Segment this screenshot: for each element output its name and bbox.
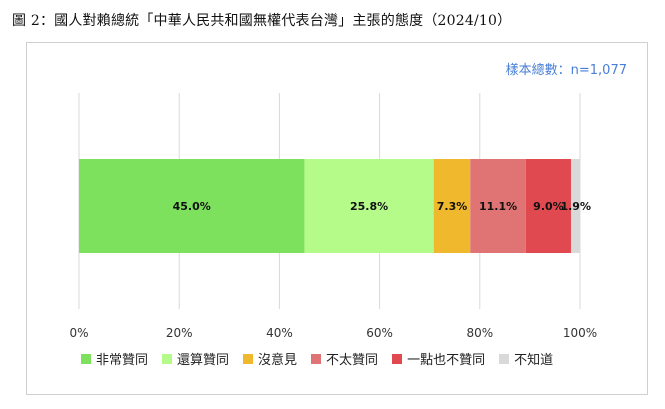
- legend-swatch: [81, 353, 91, 364]
- legend-item: 沒意見: [243, 349, 297, 368]
- legend-swatch: [243, 353, 254, 364]
- legend-item: 非常贊同: [81, 349, 148, 368]
- bar-segment: [79, 159, 305, 253]
- legend-swatch: [162, 353, 173, 364]
- data-label: 11.1%: [479, 200, 517, 213]
- data-label: 9.0%: [533, 200, 564, 213]
- bar-segment: [470, 159, 526, 253]
- figure-title: 圖 2：國人對賴總統「中華人民共和國無權代表台灣」主張的態度（2024/10）: [12, 13, 512, 29]
- bar-segment: [525, 159, 571, 253]
- bar-segment: [304, 159, 434, 253]
- legend-swatch: [311, 353, 322, 364]
- stacked-bar-chart: 0% 20% 40% 60% 80% 100% 45.0% 25.8% 7.3% 11.1% 9.0…: [69, 93, 597, 340]
- x-tick-label: 20%: [166, 326, 193, 340]
- legend-label: 還算贊同: [177, 353, 230, 368]
- legend-label: 非常贊同: [96, 353, 149, 368]
- legend-label: 沒意見: [258, 353, 298, 368]
- chart-legend: 非常贊同 還算贊同 沒意見 不太贊同 一點也不贊同 不知道: [81, 349, 553, 368]
- legend-swatch: [392, 353, 403, 364]
- bar-segment: [433, 159, 471, 253]
- sample-size-note: 樣本總數：n=1,077: [505, 63, 627, 78]
- bar-segment: [570, 159, 581, 253]
- legend-item: 不知道: [499, 349, 553, 368]
- legend-label: 不知道: [514, 353, 554, 368]
- x-tick-label: 100%: [563, 326, 597, 340]
- chart-frame: 樣本總數：n=1,077 0% 20% 40% 60% 80% 100% 45.0% 25.8…: [26, 42, 648, 395]
- legend-item: 一點也不贊同: [392, 349, 485, 368]
- x-tick-label: 80%: [466, 326, 493, 340]
- data-label: 25.8%: [350, 200, 388, 213]
- data-label: 7.3%: [437, 200, 468, 213]
- x-tick-label: 40%: [266, 326, 293, 340]
- x-tick-label: 60%: [366, 326, 393, 340]
- legend-item: 不太贊同: [311, 349, 378, 368]
- x-tick-label: 0%: [69, 326, 88, 340]
- legend-label: 不太贊同: [326, 353, 379, 368]
- legend-swatch: [499, 353, 510, 364]
- data-label: 1.9%: [560, 200, 591, 213]
- legend-label: 一點也不贊同: [407, 353, 486, 368]
- legend-item: 還算贊同: [162, 349, 229, 368]
- data-label: 45.0%: [173, 200, 211, 213]
